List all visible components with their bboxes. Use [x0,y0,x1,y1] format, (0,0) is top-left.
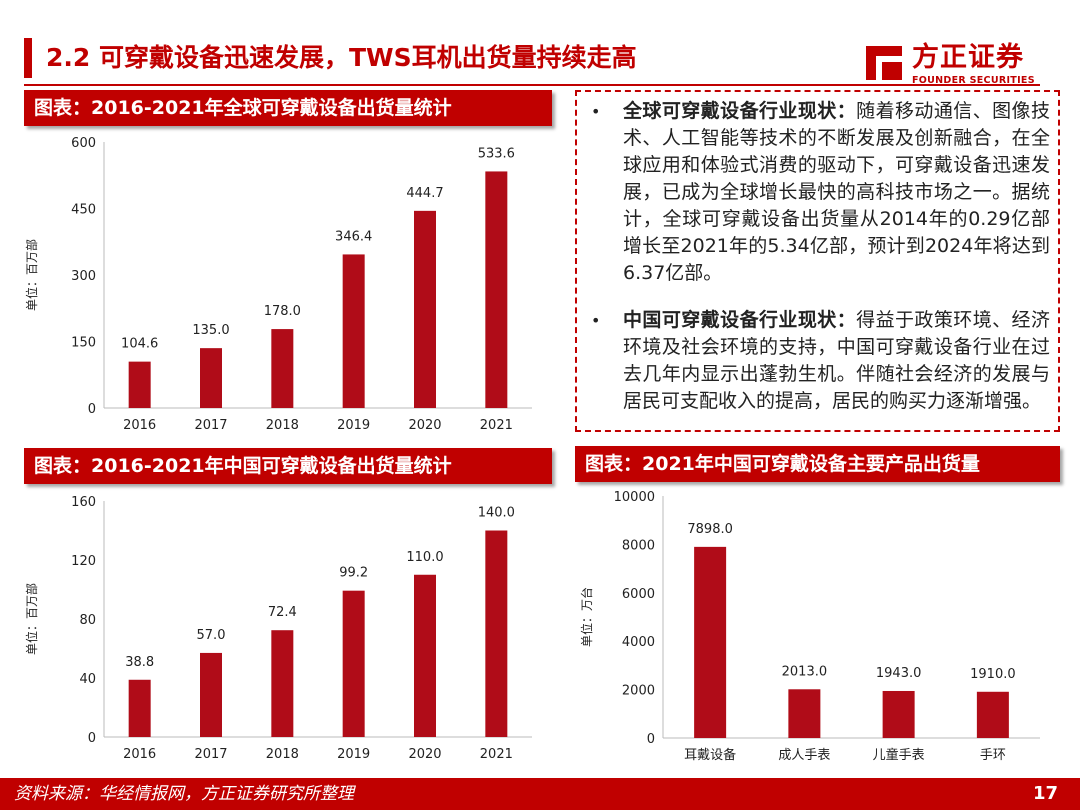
chart-product-shipments: 0 2000 4000 6000 8000 10000 单位：万台 7898.0 耳戴设备 201… [575,482,1060,774]
bar-2021 [485,171,508,408]
bar-儿童手表 [882,690,915,738]
data-label: 1910.0 [970,667,1016,682]
global-status-paragraph: • 全球可穿戴设备行业现状：随着移动通信、图像技术、人工智能等技术的不断发展及创… [587,98,1050,287]
y-tick-label: 10000 [614,490,655,505]
x-tick-label: 儿童手表 [873,747,925,763]
y-tick-label: 120 [71,554,96,569]
logo-chinese-name: 方正证券 [912,42,1024,73]
bar-2016 [128,679,151,737]
global-status-heading: 全球可穿戴设备行业现状： [623,100,857,122]
y-tick-label: 0 [88,731,96,746]
logo-english-name: FOUNDER SECURITIES [912,75,1035,86]
founder-logo-icon [866,46,902,80]
data-label: 140.0 [478,506,515,521]
x-tick-label: 2020 [408,418,441,433]
china-status-heading: 中国可穿戴设备行业现状： [623,309,857,331]
y-tick-label: 600 [71,136,96,151]
y-tick-label: 80 [79,613,96,628]
x-tick-label: 2018 [266,418,299,433]
bar-2017 [200,348,222,408]
chart-title-global: 图表：2016-2021年全球可穿戴设备出货量统计 [24,90,552,126]
y-axis-label: 单位：万台 [579,587,594,647]
bar-2021 [485,530,508,737]
data-label: 104.6 [121,337,158,352]
y-tick-label: 150 [71,336,96,351]
chart-title-products: 图表：2021年中国可穿戴设备主要产品出货量 [575,446,1060,482]
y-tick-label: 160 [71,495,96,510]
x-tick-label: 2021 [480,418,513,433]
data-label: 57.0 [197,628,226,643]
bar-2018 [271,630,294,737]
data-label: 178.0 [264,304,301,319]
bar-2016 [128,361,151,408]
y-tick-label: 8000 [622,538,655,553]
x-tick-label: 手环 [980,748,1006,763]
data-label: 444.7 [406,186,443,201]
chart-products-svg: 0 2000 4000 6000 8000 10000 单位：万台 7898.0 耳戴设备 201… [579,490,1040,763]
global-status-body: 随着移动通信、图像技术、人工智能等技术的不断发展及创新融合，在全球应用和体验式消… [623,100,1050,284]
y-axis-label: 单位：百万部 [24,583,39,655]
page-number: 17 [1032,783,1058,804]
data-label: 99.2 [339,566,368,581]
x-tick-label: 2021 [480,747,513,762]
bullet-icon: • [591,102,601,121]
company-logo: 方正证券 FOUNDER SECURITIES [862,42,1052,88]
x-tick-label: 成人手表 [778,748,830,763]
x-tick-label: 2019 [337,418,370,433]
title-divider [24,84,1040,86]
bar-2019 [342,254,365,408]
china-status-body: 得益于政策环境、经济环境及社会环境的支持，中国可穿戴设备行业在过去几年内显示出蓬… [623,309,1050,412]
x-tick-label: 2020 [408,747,441,762]
bullet-icon: • [591,311,601,330]
industry-status-box: • 全球可穿戴设备行业现状：随着移动通信、图像技术、人工智能等技术的不断发展及创… [575,90,1060,432]
y-axis-label: 单位：百万部 [24,239,39,311]
data-label: 38.8 [125,655,154,670]
x-tick-label: 2016 [123,747,156,762]
chart-china-shipments: 0 40 80 120 160 单位：百万部 38.8 2016 57.0 2017 72.4 201… [24,484,552,774]
x-tick-label: 2017 [194,418,227,433]
chart-global-svg: 0 150 300 450 600 单位：百万部 104.6 2016 135.0 2017 178… [24,136,532,433]
data-label: 2013.0 [782,664,828,679]
data-label: 135.0 [192,323,229,338]
bar-2018 [271,329,294,408]
y-tick-label: 40 [79,672,96,687]
bar-2020 [414,210,436,408]
y-tick-label: 2000 [622,684,655,699]
data-label: 7898.0 [687,522,733,537]
data-label: 533.6 [478,146,515,161]
chart-china-svg: 0 40 80 120 160 单位：百万部 38.8 2016 57.0 2017 72.4 201… [24,495,532,762]
bar-耳戴设备 [694,546,727,738]
x-tick-label: 2016 [123,418,156,433]
bar-成人手表 [788,689,821,738]
bar-2019 [342,590,365,737]
data-label: 72.4 [268,605,297,620]
data-label: 110.0 [406,550,443,565]
source-note: 资料来源：华经情报网，方正证券研究所整理 [14,784,354,804]
bar-2020 [414,574,436,737]
footer-bar: 资料来源：华经情报网，方正证券研究所整理 17 [0,778,1080,810]
bar-手环 [976,691,1009,738]
y-tick-label: 0 [88,402,96,417]
y-tick-label: 450 [71,203,96,218]
title-accent-bar [24,38,32,78]
y-tick-label: 6000 [622,587,655,602]
x-tick-label: 2018 [266,747,299,762]
data-label: 346.4 [335,229,372,244]
chart-global-shipments: 0 150 300 450 600 单位：百万部 104.6 2016 135.0 2017 178… [24,126,552,438]
x-tick-label: 2019 [337,747,370,762]
x-tick-label: 2017 [194,747,227,762]
bar-2017 [200,652,222,737]
y-tick-label: 0 [647,732,655,747]
data-label: 1943.0 [876,666,922,681]
page-title: 2.2 可穿戴设备迅速发展，TWS耳机出货量持续走高 [46,43,637,72]
china-status-paragraph: • 中国可穿戴设备行业现状：得益于政策环境、经济环境及社会环境的支持，中国可穿戴… [587,307,1050,415]
chart-title-china: 图表：2016-2021年中国可穿戴设备出货量统计 [24,448,552,484]
x-tick-label: 耳戴设备 [684,747,736,763]
y-tick-label: 4000 [622,635,655,650]
y-tick-label: 300 [71,269,96,284]
